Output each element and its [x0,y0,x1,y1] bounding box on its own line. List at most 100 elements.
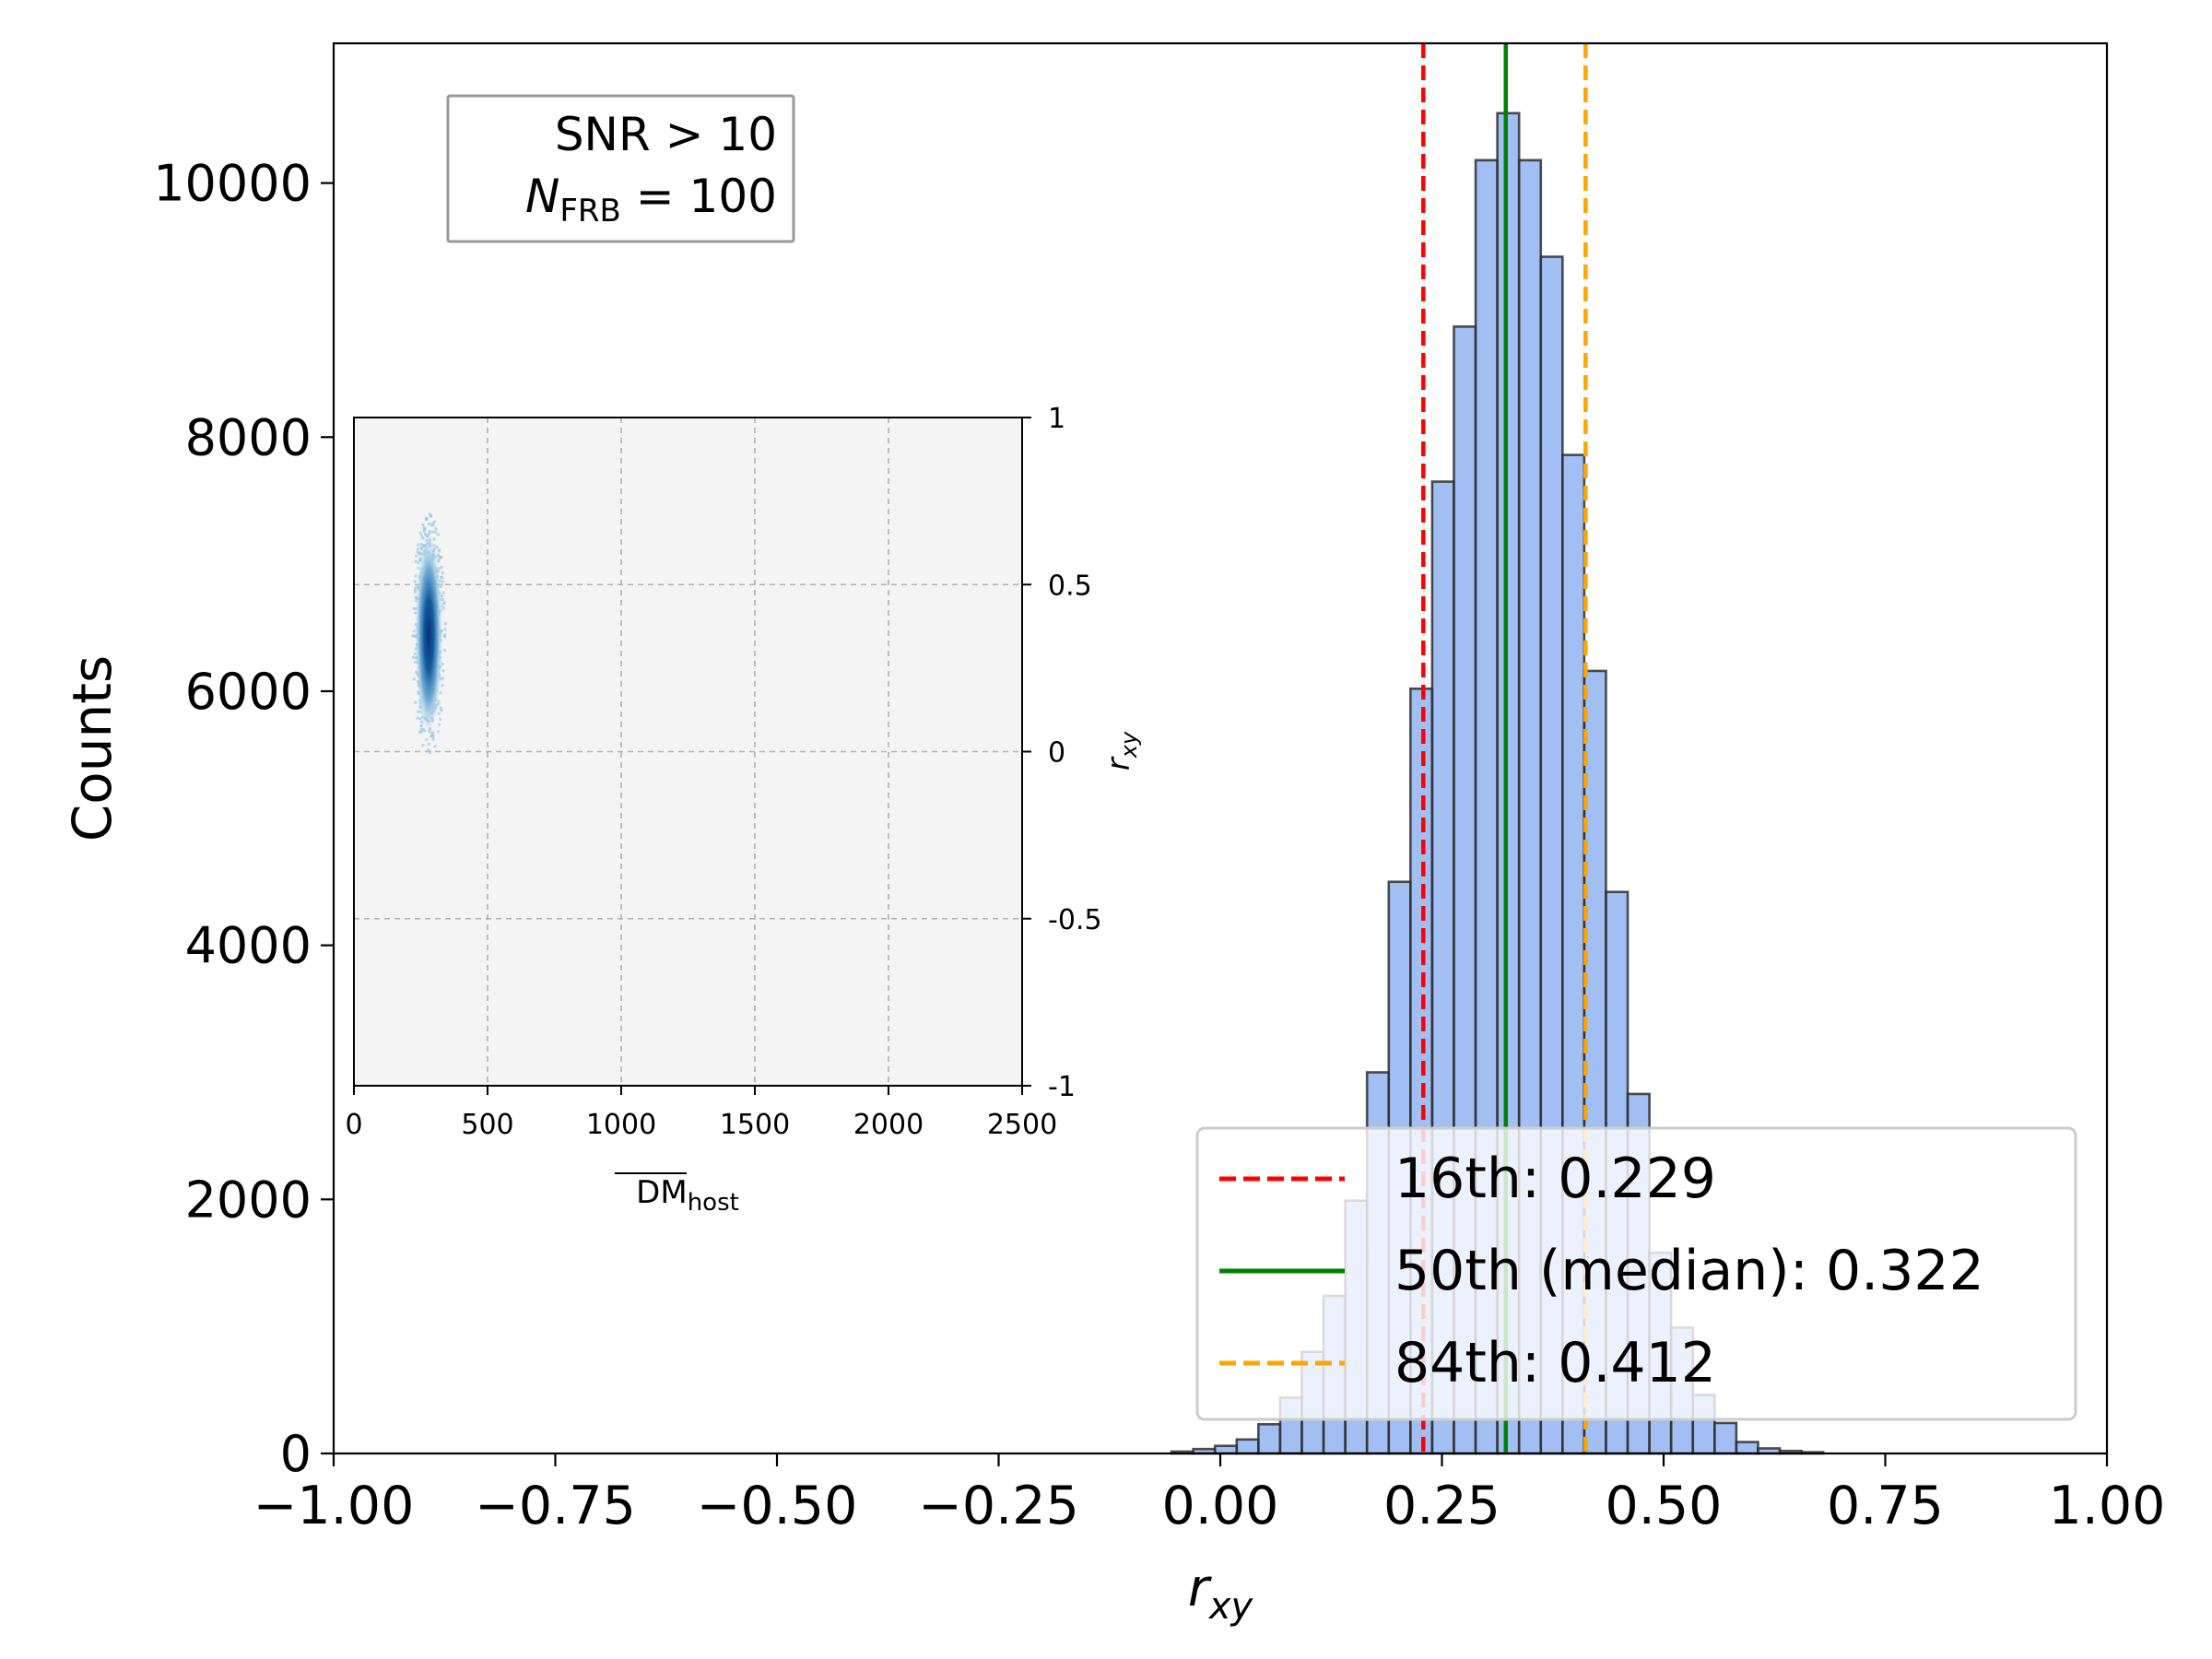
inset-density-speck [437,702,441,706]
inset-density-speck [419,547,423,551]
inset-density-speck [431,733,435,736]
inset-density-speck [439,598,442,602]
y-tick-label: 2000 [185,1171,312,1229]
inset-density-speck [414,700,418,704]
inset-density-speck [414,647,418,651]
inset-density-speck [431,521,435,524]
inset-density-speck [431,710,435,713]
inset-density-speck [422,549,426,553]
inset-density-speck [430,706,434,710]
inset-density-speck [414,599,418,603]
inset-density-speck [432,703,436,707]
inset-density-speck [427,719,430,723]
inset-y-axis-label: rxy [1100,731,1142,771]
inset-density-speck [419,557,423,560]
inset-density-speck [413,635,417,639]
inset-density-speck [441,591,445,594]
inset-density-speck [419,578,423,582]
inset-density-speck [439,609,442,613]
legend-label-16th: 16th: 0.229 [1394,1147,1716,1211]
inset-density-speck [438,633,441,637]
inset-density-speck [421,536,425,540]
inset-x-tick-label: 500 [461,1109,513,1141]
inset-density-speck [436,589,440,593]
inset-density-speck [434,688,438,692]
inset-density-speck [417,566,420,570]
inset-density-speck [432,537,436,541]
inset-density-speck [413,588,417,592]
inset-density-speck [416,636,419,640]
inset-density-speck [421,524,425,527]
inset-density-speck [428,512,431,516]
inset-y-tick-label: 0.5 [1048,570,1092,602]
inset-density-speck [443,648,447,652]
inset-density-speck [441,677,444,680]
inset-density-speck [414,590,418,594]
inset-density-speck [433,745,437,748]
inset-density-speck [430,530,434,534]
inset-density-speck [439,691,442,695]
inset-density-speck [440,582,443,586]
inset-density-speck [413,580,417,583]
inset-density-speck [436,672,440,676]
inset-density-speck [414,595,418,599]
inset-density-speck [423,532,427,535]
inset-density-speck [425,516,429,520]
x-axis-label-sub: xy [1207,1585,1254,1628]
inset-x-axis-label: DMhost [636,1174,739,1217]
inset-density-speck [418,558,422,561]
inset-density-speck [415,643,418,647]
inset-density-speck [437,613,441,617]
inset-density-speck [417,596,420,600]
inset-density-speck [418,701,422,705]
inset-density-speck [427,551,430,555]
inset-density-speck [418,682,421,686]
inset-density-speck [418,699,422,702]
inset-density-speck [437,665,441,669]
inset-y-tick-label: 0 [1048,737,1065,770]
inset-density-speck [441,605,444,608]
inset-density-speck [437,700,441,703]
inset-density-speck [419,546,423,549]
inset-density-speck [437,611,441,615]
inset-density-speck [418,575,422,579]
legend: 16th: 0.229 50th (median): 0.322 84th: 0.4… [1195,1126,2077,1421]
inset-density-speck [441,684,444,688]
inset-density-speck [415,633,418,637]
inset-density-speck [416,661,419,665]
x-tick-label: 1.00 [2049,1476,2166,1536]
inset-density-speck [429,727,432,731]
inset-density-speck [428,545,431,548]
inset-density-speck [439,629,442,633]
inset-density-speck [437,559,441,563]
y-tick-label: 8000 [185,408,312,466]
inset-density-speck [438,579,441,582]
inset-density-speck [429,524,433,527]
inset-density-speck [418,692,421,696]
inset-density-speck [434,570,438,573]
inset-density-speck [415,670,418,674]
inset-background [354,418,1022,1086]
inset-density-speck [425,535,429,538]
inset-density-speck [434,527,438,531]
inset-density-speck [443,628,447,631]
inset-density-speck [414,611,418,615]
inset-density-speck [419,711,423,714]
inset-density-speck [441,662,444,665]
inset-density-speck [424,545,428,548]
inset-density-speck [419,730,423,734]
inset-x-tick-label: 0 [345,1109,362,1141]
inset-density-speck [418,730,422,734]
inset-density-speck [439,717,442,721]
x-tick-label: 0.75 [1827,1476,1944,1536]
inset-x-label-sub: host [688,1189,739,1217]
inset-density-speck [440,709,443,712]
inset-x-tick-label: 1000 [586,1109,656,1141]
inset-density-speck [433,547,437,551]
y-axis-label: Counts [61,655,124,841]
y-axis-ticks: 0 2000 4000 6000 8000 10000 [153,155,334,1483]
annotation-n-symbol: N [525,170,559,223]
inset-density-speck [440,594,443,598]
inset-density-speck [433,530,437,534]
inset-density-speck [439,655,442,659]
